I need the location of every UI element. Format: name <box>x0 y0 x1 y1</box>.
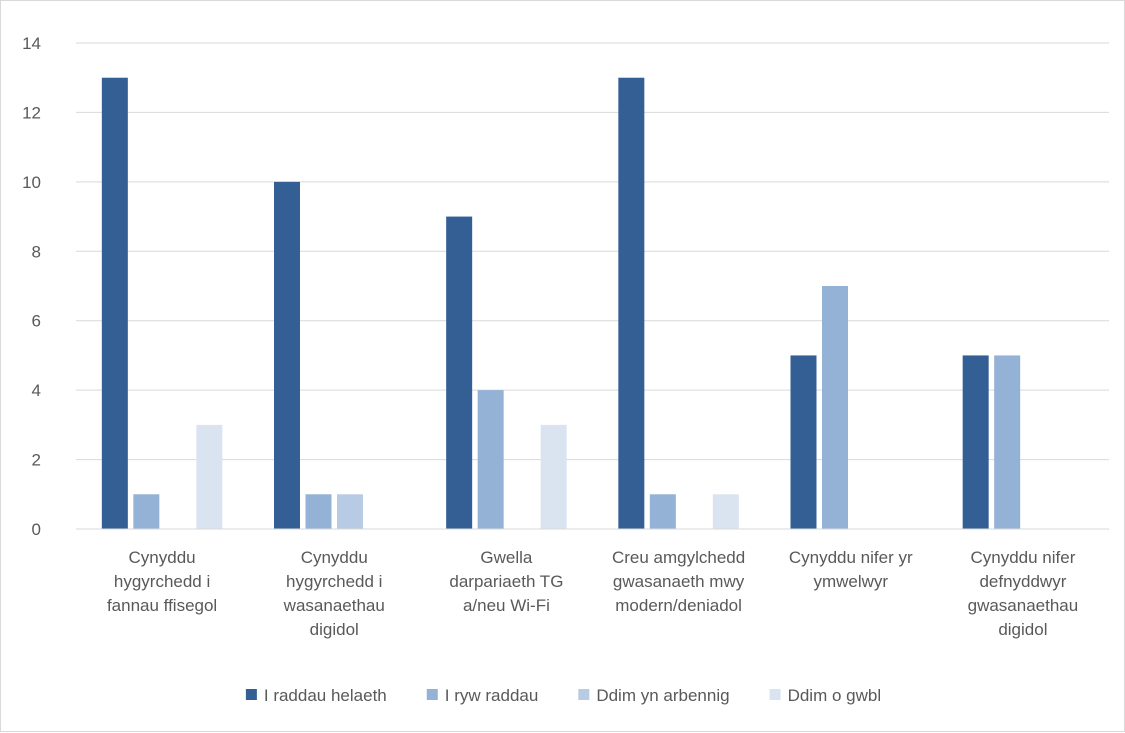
category-label-line: Gwella <box>480 548 533 567</box>
y-tick-label: 14 <box>22 34 41 53</box>
legend-swatch <box>578 689 590 700</box>
category-label-line: hygyrchedd i <box>114 572 210 591</box>
bar <box>618 77 645 529</box>
legend-label: Ddim o gwbl <box>788 686 882 705</box>
legend-swatch <box>426 689 438 700</box>
bar <box>101 77 128 529</box>
category-label-line: defnyddwyr <box>979 572 1066 591</box>
category-label: Cynyddu nifer defnyddwyr gwasanaethau digid… <box>968 548 1079 639</box>
bar <box>649 494 676 529</box>
bar <box>822 286 848 529</box>
category-label-line: Cynyddu <box>129 548 196 567</box>
category-label: Gwella darpariaeth TG a/neu Wi-Fi <box>449 548 563 615</box>
category-label-line: fannau ffisegol <box>107 596 217 615</box>
bar <box>712 494 739 529</box>
category-label-line: Cynyddu nifer yr <box>789 548 913 567</box>
y-tick-label: 12 <box>22 103 41 122</box>
category-label-line: hygyrchedd i <box>286 572 382 591</box>
legend-swatch <box>769 689 781 700</box>
category-label-line: digidol <box>310 620 359 639</box>
y-tick-label: 0 <box>32 520 41 539</box>
bars <box>101 77 1021 530</box>
category-label-line: Cynyddu <box>301 548 368 567</box>
y-tick-label: 6 <box>32 312 41 331</box>
category-label-line: ymwelwyr <box>813 572 888 591</box>
legend-swatch <box>245 689 257 700</box>
category-label-line: darpariaeth TG <box>449 572 563 591</box>
y-tick-label: 4 <box>32 381 41 400</box>
category-label-line: wasanaethau <box>283 596 385 615</box>
bar <box>994 355 1021 529</box>
category-label: Cynyddu nifer yr ymwelwyr <box>789 548 913 591</box>
category-label-line: a/neu Wi-Fi <box>463 596 550 615</box>
y-tick-label: 10 <box>22 173 41 192</box>
category-label-line: Cynyddu nifer <box>970 548 1075 567</box>
category-label-line: gwasanaethau <box>968 596 1079 615</box>
category-label-line: gwasanaeth mwy <box>613 572 745 591</box>
bar <box>337 494 363 529</box>
legend-label: I raddau helaeth <box>264 686 387 705</box>
bar <box>133 494 160 529</box>
gridlines <box>76 42 1109 461</box>
y-axis-ticks: 0 2 4 6 8 10 12 14 <box>22 34 41 539</box>
category-label-line: digidol <box>998 620 1047 639</box>
legend-label: Ddim yn arbennig <box>596 686 729 705</box>
y-tick-label: 2 <box>32 451 41 470</box>
bar <box>962 355 989 529</box>
bar <box>477 390 504 529</box>
legend-label: I ryw raddau <box>445 686 539 705</box>
category-labels: Cynyddu hygyrchedd i fannau ffisegolCynydd… <box>107 548 1078 639</box>
category-label-line: Creu amgylchedd <box>612 548 745 567</box>
bar <box>540 424 567 529</box>
bar <box>305 494 332 529</box>
legend: I raddau helaeth I ryw raddau Ddim yn arbe… <box>245 686 882 705</box>
bar <box>196 424 223 529</box>
category-label: Cynyddu hygyrchedd i fannau ffisegol <box>107 548 217 615</box>
y-tick-label: 8 <box>32 242 41 261</box>
bar <box>274 181 300 529</box>
category-label: Cynyddu hygyrchedd i wasanaethau digidol <box>283 548 385 639</box>
bar <box>446 216 473 530</box>
category-label-line: modern/deniadol <box>615 596 742 615</box>
category-label: Creu amgylchedd gwasanaeth mwy modern/deni… <box>612 548 745 615</box>
bar <box>790 355 817 529</box>
